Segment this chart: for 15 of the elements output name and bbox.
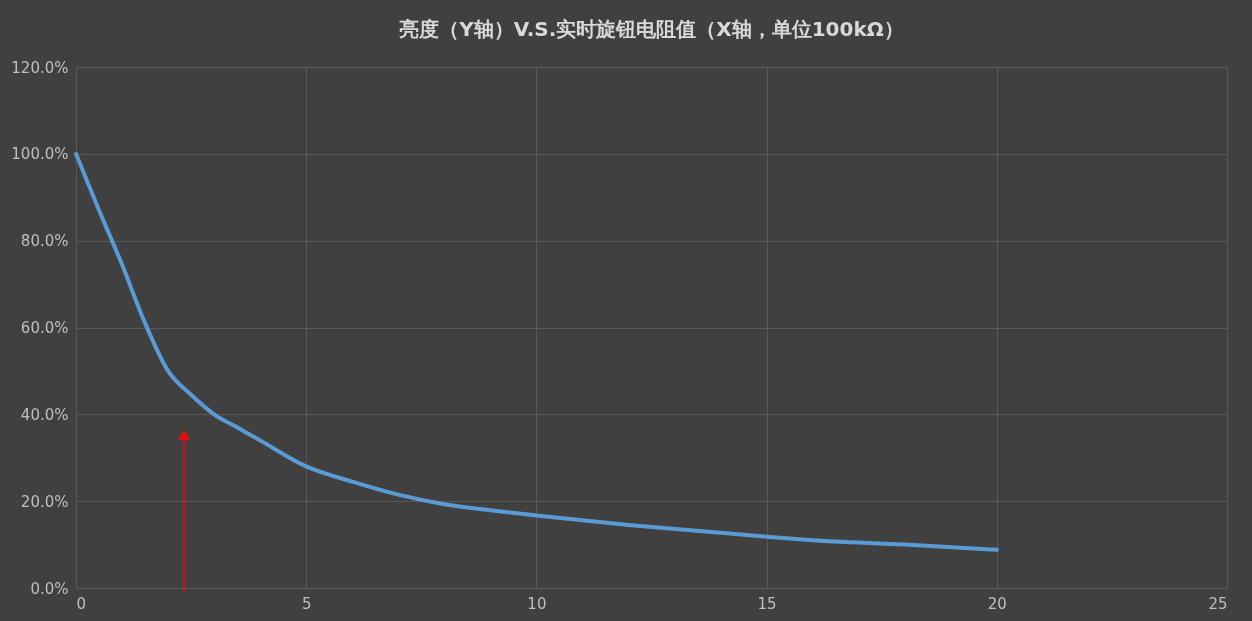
y-tick-label: 100.0% xyxy=(11,145,69,164)
line-series xyxy=(74,151,999,552)
chart-title: 亮度（Y轴）V.S.实时旋钮电阻值（X轴，单位100kΩ） xyxy=(398,17,904,41)
x-tick-label: 10 xyxy=(527,594,547,613)
y-tick-label: 20.0% xyxy=(20,492,69,511)
x-tick-label: 20 xyxy=(987,594,1007,613)
y-tick-label: 120.0% xyxy=(11,58,69,77)
y-tick-label: 40.0% xyxy=(20,405,69,424)
x-tick-label: 25 xyxy=(1208,594,1228,613)
x-tick-label: 15 xyxy=(757,594,777,613)
y-tick-label: 60.0% xyxy=(20,319,69,337)
x-tick-label: 0 xyxy=(76,594,87,613)
x-tick-label: 5 xyxy=(301,594,312,613)
y-tick-label: 80.0% xyxy=(20,232,69,251)
y-tick-label: 0.0% xyxy=(30,579,69,598)
